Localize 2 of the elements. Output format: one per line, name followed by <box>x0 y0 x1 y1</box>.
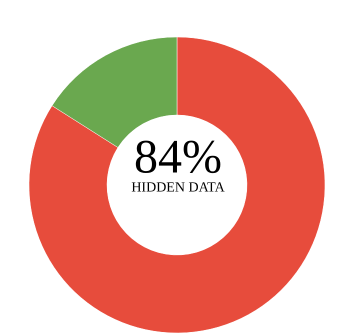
text: 84% <box>134 130 222 184</box>
text: HIDDEN DATA <box>131 180 226 196</box>
